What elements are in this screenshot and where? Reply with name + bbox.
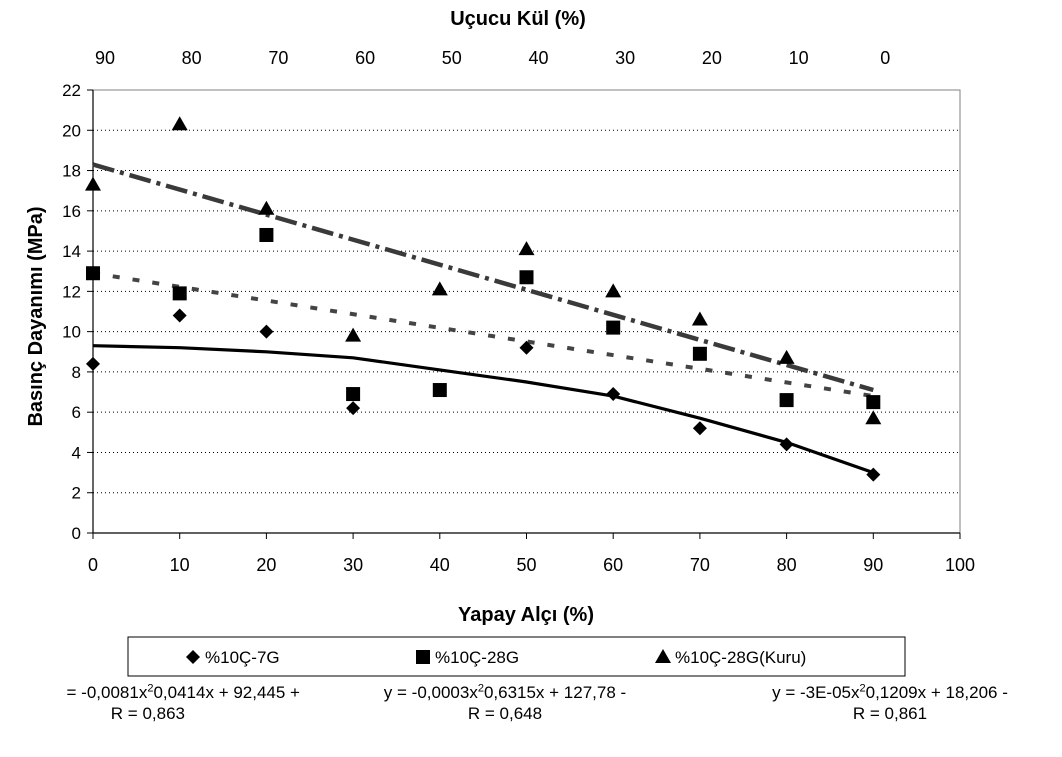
point-series-2-8 xyxy=(779,393,794,408)
x2-tick-label-6: 30 xyxy=(615,48,635,68)
trendline-series-3 xyxy=(92,162,874,393)
x-tick-label-1: 10 xyxy=(170,555,190,575)
point-series-2-9 xyxy=(866,395,881,410)
y-tick-label-6: 12 xyxy=(62,282,81,301)
y-tick-label-8: 16 xyxy=(62,202,81,221)
x-tick-label-4: 40 xyxy=(430,555,450,575)
point-series-2-1 xyxy=(172,286,187,301)
point-series-3-0 xyxy=(85,176,101,191)
point-series-1-4 xyxy=(519,340,534,355)
point-series-1-5 xyxy=(606,387,621,402)
point-series-3-9 xyxy=(865,410,882,425)
point-series-2-4 xyxy=(432,383,447,398)
equation-series-1: = -0,0081x20,0414x + 92,445 + R = 0,863 xyxy=(0,682,300,724)
point-series-2-5 xyxy=(519,270,534,285)
x-tick-label-10: 100 xyxy=(945,555,975,575)
trendline-series-1 xyxy=(92,344,874,475)
legend-label-2: %10Ç-28G xyxy=(435,648,519,667)
r-value-series-3: R = 0,861 xyxy=(852,704,928,723)
point-series-3-5 xyxy=(518,241,535,256)
x-tick-label-8: 80 xyxy=(777,555,797,575)
legend-marker-3 xyxy=(655,649,671,663)
point-series-3-4 xyxy=(431,281,448,296)
x2-tick-label-7: 20 xyxy=(702,48,722,68)
legend-box xyxy=(127,636,906,677)
x2-tick-label-1: 80 xyxy=(182,48,202,68)
y-tick-label-1: 2 xyxy=(72,484,81,503)
y-tick-label-2: 4 xyxy=(72,443,81,462)
x-tick-label-9: 90 xyxy=(863,555,883,575)
x2-tick-label-8: 10 xyxy=(789,48,809,68)
x-tick-label-3: 30 xyxy=(343,555,363,575)
r-value-series-1: R = 0,863 xyxy=(110,704,185,723)
point-series-1-6 xyxy=(692,421,707,436)
top-axis-title: Uçucu Kül (%) xyxy=(450,8,586,30)
point-series-3-6 xyxy=(605,283,622,298)
y-tick-label-5: 10 xyxy=(62,323,81,342)
point-series-3-8 xyxy=(778,349,795,364)
x2-tick-label-4: 50 xyxy=(442,48,462,68)
point-series-2-2 xyxy=(259,227,274,242)
x2-tick-label-2: 70 xyxy=(268,48,288,68)
x-tick-label-0: 0 xyxy=(88,555,98,575)
y-tick-label-9: 18 xyxy=(62,162,81,181)
x-axis-title: Yapay Alçı (%) xyxy=(458,604,594,626)
y-tick-label-10: 20 xyxy=(62,121,81,140)
point-series-1-2 xyxy=(259,324,274,339)
plot-area-border xyxy=(92,89,961,534)
x2-tick-label-3: 60 xyxy=(355,48,375,68)
y-tick-label-0: 0 xyxy=(72,524,81,543)
point-series-1-1 xyxy=(172,308,187,323)
point-series-3-3 xyxy=(345,327,362,342)
point-series-3-7 xyxy=(691,311,708,326)
point-series-2-3 xyxy=(346,387,361,402)
trendline-series-2 xyxy=(92,271,874,399)
y-tick-label-7: 14 xyxy=(62,242,81,261)
point-series-1-0 xyxy=(86,356,100,371)
x-tick-label-2: 20 xyxy=(256,555,276,575)
x-tick-label-7: 70 xyxy=(690,555,710,575)
legend-marker-2 xyxy=(416,650,430,664)
point-series-3-1 xyxy=(171,116,188,131)
x2-tick-label-0: 90 xyxy=(95,48,115,68)
x2-tick-label-5: 40 xyxy=(528,48,548,68)
point-series-2-6 xyxy=(606,320,621,335)
point-series-1-7 xyxy=(779,437,794,452)
legend-marker-1 xyxy=(186,650,200,664)
point-series-3-2 xyxy=(258,200,275,215)
y-tick-label-4: 8 xyxy=(72,363,81,382)
x2-tick-label-9: 0 xyxy=(880,48,890,68)
x-tick-label-6: 60 xyxy=(603,555,623,575)
point-series-1-3 xyxy=(346,401,361,416)
point-series-2-7 xyxy=(692,346,707,361)
r-value-series-2: R = 0,648 xyxy=(467,704,543,723)
y-axis-title: Basınç Dayanımı (MPa) xyxy=(25,206,47,426)
legend-label-1: %10Ç-7G xyxy=(205,648,280,667)
point-series-1-8 xyxy=(866,467,881,482)
equation-series-2: y = -0,0003x20,6315x + 127,78 - R = 0,64… xyxy=(340,682,670,724)
point-series-2-0 xyxy=(86,266,100,281)
legend-label-3: %10Ç-28G(Kuru) xyxy=(675,648,806,667)
y-tick-label-11: 22 xyxy=(62,81,81,100)
equation-series-3: y = -3E-05x20,1209x + 18,206 - R = 0,861 xyxy=(720,682,1060,724)
y-tick-label-3: 6 xyxy=(72,403,81,422)
x-tick-label-5: 50 xyxy=(516,555,536,575)
